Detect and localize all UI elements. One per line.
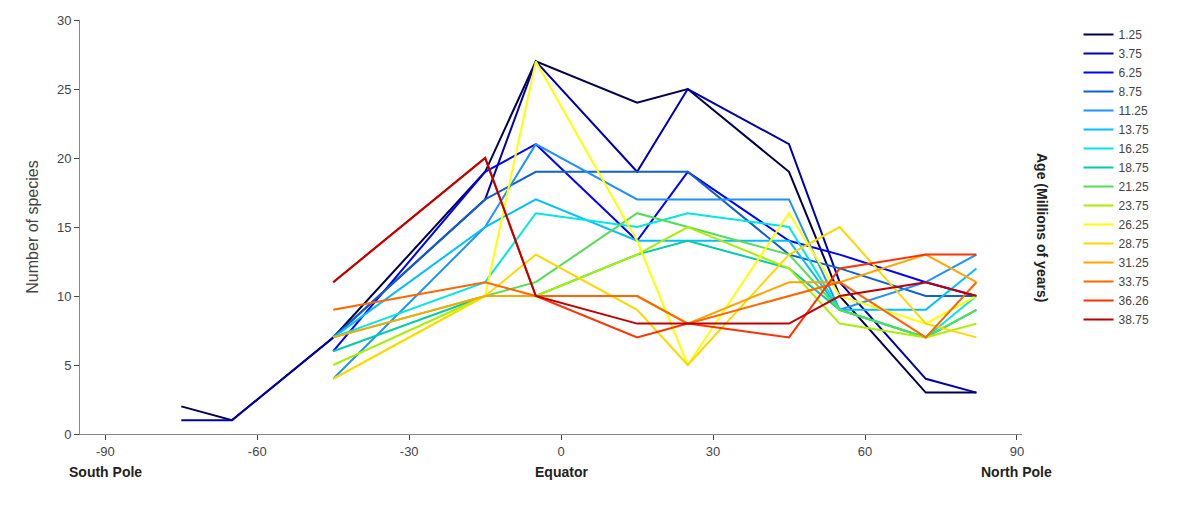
svg-text:10: 10: [57, 289, 71, 304]
svg-text:0: 0: [64, 427, 71, 442]
svg-text:26.25: 26.25: [1119, 218, 1149, 232]
svg-text:-90: -90: [96, 444, 115, 459]
svg-text:16.25: 16.25: [1119, 142, 1149, 156]
svg-text:Equator: Equator: [535, 464, 588, 480]
svg-text:5: 5: [64, 358, 71, 373]
svg-text:20: 20: [57, 151, 71, 166]
svg-text:-30: -30: [400, 444, 419, 459]
svg-text:23.75: 23.75: [1119, 199, 1149, 213]
svg-text:15: 15: [57, 220, 71, 235]
svg-text:28.75: 28.75: [1119, 237, 1149, 251]
svg-text:1.25: 1.25: [1119, 28, 1143, 42]
svg-text:36.26: 36.26: [1119, 294, 1149, 308]
svg-text:30: 30: [57, 13, 71, 28]
svg-text:25: 25: [57, 82, 71, 97]
svg-text:13.75: 13.75: [1119, 123, 1149, 137]
svg-text:3.75: 3.75: [1119, 47, 1143, 61]
svg-text:6.25: 6.25: [1119, 66, 1143, 80]
svg-text:60: 60: [858, 444, 872, 459]
svg-text:8.75: 8.75: [1119, 85, 1143, 99]
svg-text:North Pole: North Pole: [981, 464, 1052, 480]
svg-text:11.25: 11.25: [1119, 104, 1148, 118]
svg-text:Number of species: Number of species: [24, 160, 41, 293]
svg-text:South Pole: South Pole: [69, 464, 142, 480]
svg-text:18.75: 18.75: [1119, 161, 1149, 175]
svg-text:0: 0: [558, 444, 565, 459]
svg-text:33.75: 33.75: [1119, 275, 1149, 289]
svg-text:90: 90: [1010, 444, 1024, 459]
svg-text:-60: -60: [248, 444, 267, 459]
svg-text:30: 30: [706, 444, 720, 459]
svg-text:Age (Millions of years): Age (Millions of years): [1034, 153, 1050, 302]
svg-text:31.25: 31.25: [1119, 256, 1149, 270]
svg-text:21.25: 21.25: [1119, 180, 1149, 194]
svg-text:38.75: 38.75: [1119, 313, 1149, 327]
